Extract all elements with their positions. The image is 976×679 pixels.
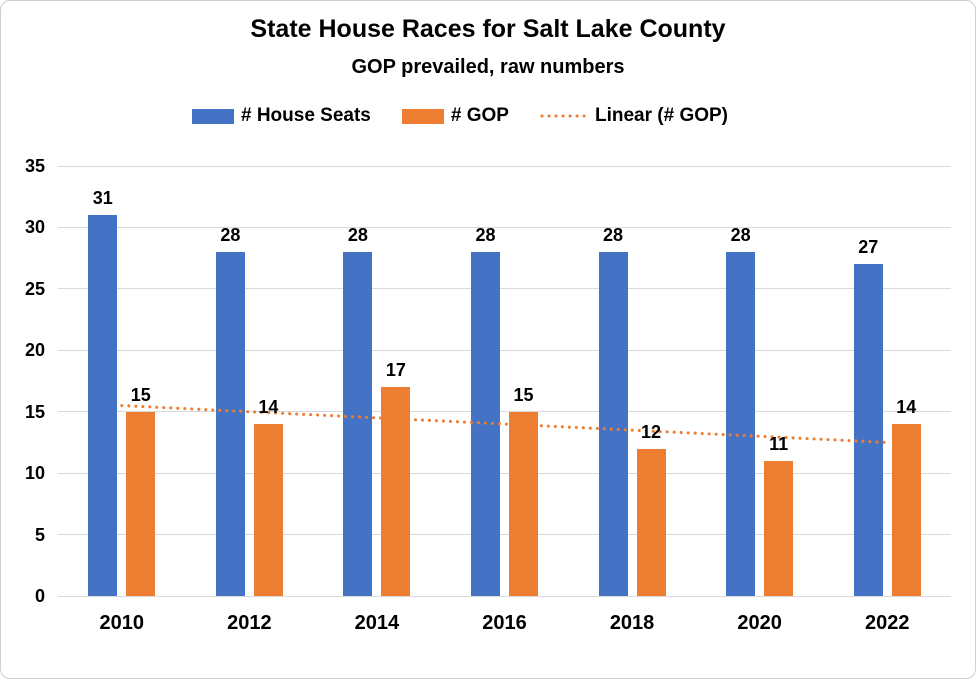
- x-axis-label: 2016: [482, 612, 527, 634]
- data-label: 28: [730, 225, 751, 245]
- data-label: 11: [769, 433, 789, 454]
- y-axis-label: 15: [24, 401, 45, 422]
- bar--gop-2022: [891, 424, 921, 596]
- legend-item-house-seats: # House Seats: [191, 105, 371, 127]
- y-axis-label: 10: [24, 463, 45, 484]
- gridline: [58, 534, 951, 536]
- x-axis-label: 2020: [737, 612, 782, 634]
- gridline: [58, 472, 951, 474]
- data-label: 27: [858, 237, 879, 258]
- gridline: [58, 226, 951, 228]
- bar--house-seats-2012: [215, 252, 245, 596]
- data-label: 14: [896, 397, 917, 417]
- bar--gop-2010: [126, 411, 156, 596]
- x-axis-label: 2014: [354, 612, 400, 634]
- bar--house-seats-2010: [88, 215, 118, 596]
- data-label: 28: [603, 225, 624, 245]
- x-axis-label: 2012: [227, 612, 272, 634]
- x-axis-label: 2022: [864, 612, 910, 634]
- data-label: 31: [92, 188, 113, 209]
- data-label: 28: [347, 225, 368, 245]
- y-axis-label: 5: [34, 524, 45, 545]
- legend-swatch-house-seats: [191, 108, 234, 124]
- legend-label-trendline: Linear (# GOP): [594, 105, 728, 126]
- y-axis-label: 0: [34, 586, 45, 606]
- gridline: [58, 288, 951, 290]
- bar--house-seats-2020: [726, 252, 756, 596]
- y-axis-label: 35: [24, 156, 45, 176]
- data-label: 14: [258, 397, 279, 417]
- chart-subtitle: GOP prevailed, raw numbers: [351, 56, 625, 78]
- legend-label-gop: # GOP: [450, 105, 509, 126]
- bar--gop-2020: [764, 460, 794, 596]
- data-label: 15: [130, 384, 151, 405]
- bar--house-seats-2016: [471, 252, 500, 596]
- data-label: 28: [475, 225, 496, 245]
- bar--gop-2018: [636, 448, 666, 596]
- data-label: 12: [641, 421, 662, 442]
- bar--gop-2014: [381, 387, 411, 596]
- bar--gop-2012: [253, 424, 283, 596]
- chart-title: State House Races for Salt Lake County: [250, 15, 726, 43]
- legend-trendline-sample-icon: [540, 114, 588, 118]
- legend-swatch-gop: [401, 108, 444, 124]
- gridline: [58, 349, 951, 351]
- bar--gop-2016: [509, 411, 538, 596]
- legend: # House Seats # GOP Linear (# GOP): [1, 105, 947, 127]
- legend-label-house-seats: # House Seats: [240, 105, 371, 126]
- data-label: 17: [385, 360, 406, 381]
- x-axis-label: 2018: [609, 612, 655, 634]
- legend-item-gop: # GOP: [401, 105, 509, 127]
- y-axis-label: 25: [24, 278, 45, 299]
- bar--house-seats-2014: [343, 252, 373, 596]
- x-axis-label: 2010: [99, 612, 145, 634]
- y-axis-label: 20: [24, 340, 45, 361]
- gridline: [58, 595, 951, 597]
- gridline: [58, 411, 951, 413]
- legend-item-trendline: Linear (# GOP): [540, 105, 728, 127]
- gridline: [58, 165, 951, 167]
- y-axis-label: 30: [24, 217, 45, 238]
- bar--house-seats-2022: [853, 264, 883, 596]
- data-label: 15: [513, 384, 534, 405]
- data-label: 28: [220, 225, 241, 245]
